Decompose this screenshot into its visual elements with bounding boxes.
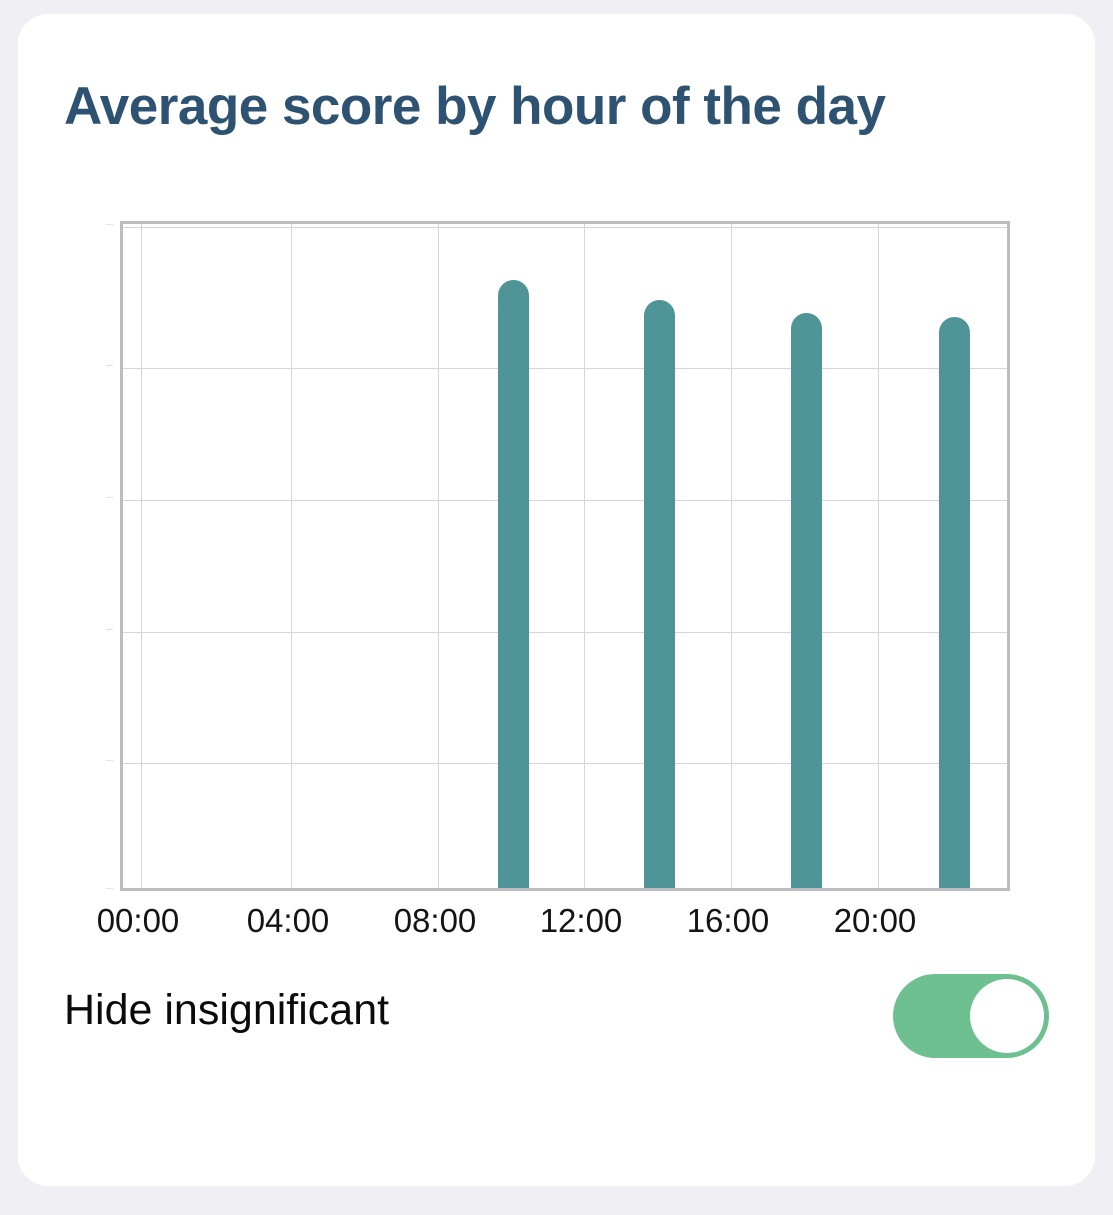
hide-insignificant-row: Hide insignificant <box>64 974 1049 1058</box>
gridline-vertical <box>878 224 879 888</box>
gridline-horizontal <box>123 227 1007 228</box>
x-axis-label-3: 12:00 <box>539 902 623 939</box>
gridline-horizontal <box>123 763 1007 764</box>
chart-container: 00:00 04:00 08:00 12:00 16:00 20:00 <box>18 14 1095 1186</box>
gridline-horizontal <box>123 368 1007 369</box>
x-axis-label-5: 20:00 <box>833 902 917 939</box>
bar-18[interactable] <box>791 313 822 888</box>
y-axis-tick <box>106 497 113 498</box>
y-axis-tick <box>106 365 113 366</box>
bar-22[interactable] <box>939 317 970 888</box>
y-axis-tick <box>106 629 113 630</box>
y-axis-tick <box>106 760 113 761</box>
gridline-vertical <box>438 224 439 888</box>
x-axis-label-0: 00:00 <box>96 902 180 939</box>
gridline-vertical <box>291 224 292 888</box>
chart-card: Average score by hour of the day <box>18 14 1095 1186</box>
gridline-vertical <box>141 224 142 888</box>
hide-insignificant-label: Hide insignificant <box>64 986 390 1034</box>
bar-10[interactable] <box>498 280 529 888</box>
y-axis-tick <box>106 888 113 889</box>
toggle-knob[interactable] <box>970 979 1044 1053</box>
gridline-vertical <box>731 224 732 888</box>
plot-area <box>120 221 1010 891</box>
x-axis-label-2: 08:00 <box>393 902 477 939</box>
gridline-horizontal <box>123 500 1007 501</box>
bar-14[interactable] <box>644 300 675 888</box>
gridline-vertical <box>584 224 585 888</box>
gridline-horizontal <box>123 632 1007 633</box>
y-axis-tick <box>106 224 113 225</box>
page-title: Average score by hour of the day <box>64 77 886 136</box>
x-axis-label-4: 16:00 <box>686 902 770 939</box>
x-axis-label-1: 04:00 <box>246 902 330 939</box>
hide-insignificant-toggle[interactable] <box>893 974 1049 1058</box>
